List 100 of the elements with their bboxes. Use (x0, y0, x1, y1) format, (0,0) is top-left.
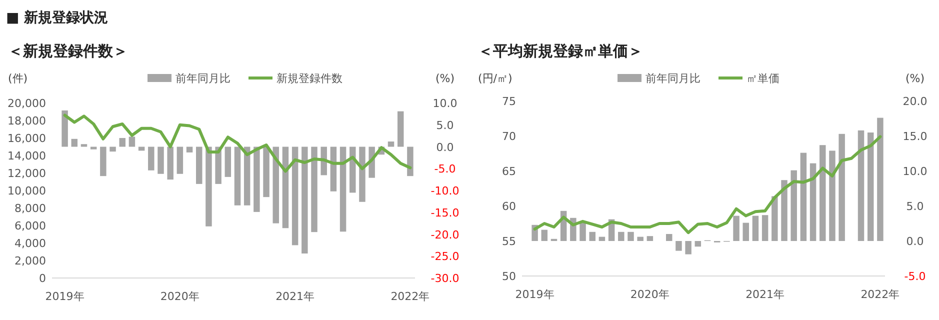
y2-tick-label: -30.0 (430, 272, 460, 285)
y2-tick-label: 15.0 (902, 130, 928, 143)
bar (71, 138, 78, 147)
y-axis-title: (件) (8, 72, 28, 85)
y2-tick-label: -5.0 (434, 162, 456, 176)
bar (340, 146, 346, 232)
bar (752, 216, 759, 241)
bar (302, 146, 308, 254)
bar (618, 232, 624, 241)
legend-label: 新規登録件数 (276, 72, 342, 85)
x-tick-label: 2022年 (860, 288, 900, 301)
y-tick-label: 16,000 (8, 132, 46, 145)
bar (100, 146, 106, 176)
bar (858, 130, 864, 241)
legend-label: 前年同月比 (646, 72, 700, 85)
bar (407, 146, 414, 176)
x-tick-label: 2019年 (515, 288, 554, 301)
bar (359, 146, 366, 202)
bar (176, 146, 184, 174)
y2-tick-label: 5.0 (906, 200, 924, 213)
bar (800, 152, 807, 241)
bar (733, 216, 740, 241)
x-tick-label: 2020年 (630, 288, 670, 301)
bar (781, 180, 788, 241)
y2-tick-label: 0.0 (436, 140, 454, 154)
bar (877, 118, 884, 241)
y2-tick-label: -15.0 (430, 206, 460, 220)
bar (224, 146, 232, 177)
y2-tick-label: 5.0 (436, 118, 454, 132)
bar (838, 134, 845, 241)
bar (272, 146, 279, 224)
x-tick-label: 2020年 (160, 290, 200, 303)
bar (62, 110, 68, 147)
bar (598, 236, 606, 241)
x-tick-label: 2021年 (276, 290, 315, 303)
y2-tick-label: -20.0 (430, 228, 460, 242)
bar (186, 146, 193, 152)
bar (646, 236, 654, 241)
x-tick-label: 2021年 (746, 288, 785, 301)
y-tick-label: 20,000 (8, 97, 46, 110)
bar (311, 146, 318, 232)
bar (148, 146, 154, 170)
y-tick-label: 12,000 (8, 167, 46, 180)
y2-tick-label: 10.0 (902, 165, 928, 178)
y-tick-label: 0 (39, 272, 46, 285)
y-tick-label: 60 (502, 200, 516, 213)
bar (292, 146, 298, 246)
bar (119, 138, 126, 147)
y-tick-label: 10,000 (8, 184, 46, 198)
y-tick-label: 6,000 (14, 220, 46, 232)
line-series (63, 114, 412, 173)
x-tick-label: 2022年 (390, 290, 430, 303)
bar (234, 146, 241, 206)
y-tick-label: 65 (502, 165, 516, 178)
bar (762, 215, 768, 241)
bar (196, 146, 202, 184)
y2-tick-label: -10.0 (430, 184, 460, 198)
chart-title: ＜平均新規登録㎡単価＞ (478, 42, 643, 60)
y2-axis-title: (%) (905, 72, 925, 85)
bar (589, 232, 596, 241)
bar (263, 146, 270, 198)
bar (829, 150, 836, 241)
bar (676, 241, 682, 251)
y-axis-title: (円/㎡) (478, 72, 512, 85)
bar (541, 230, 548, 241)
bar (790, 170, 797, 241)
chart-title: ＜新規登録件数＞ (8, 42, 128, 60)
bar (254, 146, 260, 212)
bar (80, 144, 88, 147)
y-tick-label: 18,000 (8, 114, 46, 128)
bar (810, 163, 816, 241)
bar (282, 146, 289, 228)
bar (628, 232, 634, 241)
bar (167, 146, 174, 180)
bar (350, 146, 356, 193)
bar (694, 241, 702, 247)
bar (820, 145, 826, 241)
legend-label: 前年同月比 (176, 72, 230, 85)
text: ■ 新規登録状況 (6, 9, 108, 26)
y2-tick-label: -25.0 (430, 250, 460, 264)
y2-axis-title: (%) (435, 72, 455, 85)
legend-label: ㎡単価 (746, 72, 780, 85)
bar (580, 222, 586, 241)
bar (666, 234, 672, 241)
line-series (533, 135, 882, 234)
y2-tick-label: 20.0 (902, 95, 928, 108)
bar (772, 196, 778, 241)
bar (206, 146, 212, 226)
bar (90, 146, 97, 150)
y-tick-label: 14,000 (8, 150, 46, 162)
x-tick-label: 2019年 (45, 290, 84, 303)
bar (110, 146, 116, 152)
y2-tick-label: -5.0 (904, 270, 926, 283)
bar (397, 111, 404, 147)
y-tick-label: 75 (502, 95, 516, 108)
bar (128, 136, 136, 147)
bar (158, 146, 164, 174)
y-tick-label: 70 (502, 130, 516, 143)
y-tick-label: 4,000 (14, 237, 46, 250)
y-tick-label: 50 (502, 270, 516, 283)
